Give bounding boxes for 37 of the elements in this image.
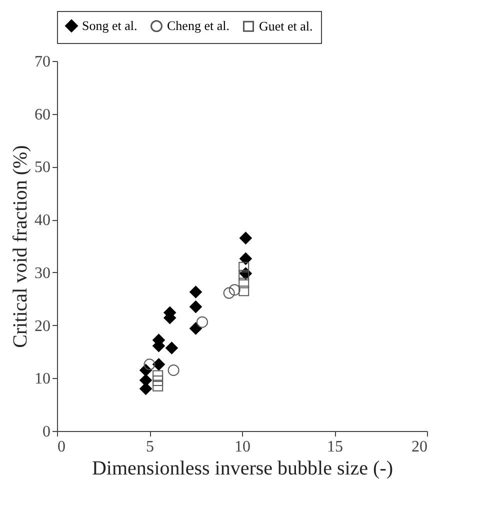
point xyxy=(196,316,208,328)
point xyxy=(152,380,164,392)
x-axis-title: Dimensionless inverse bubble size (-) xyxy=(92,458,394,480)
point xyxy=(240,252,252,265)
legend-label: Song et al. xyxy=(82,18,138,33)
y-tick-label: 60 xyxy=(34,106,50,124)
point xyxy=(190,322,202,335)
legend-label: Guet et al. xyxy=(259,18,313,34)
x-tick-label: 15 xyxy=(327,438,343,456)
y-tick-label: 30 xyxy=(34,264,50,282)
point xyxy=(223,287,235,299)
point xyxy=(240,232,252,244)
y-tick-label: 0 xyxy=(42,424,50,440)
point xyxy=(238,278,250,288)
y-tick-label: 50 xyxy=(34,159,50,176)
point xyxy=(238,262,250,272)
x-tick-label: 10 xyxy=(234,438,250,456)
point xyxy=(152,370,164,381)
point xyxy=(166,342,178,354)
point xyxy=(190,300,202,313)
point xyxy=(238,286,250,296)
y-tick-label: 10 xyxy=(34,370,50,388)
y-tick-label: 20 xyxy=(34,318,50,335)
x-tick-label: 20 xyxy=(412,438,428,456)
legend-label: Cheng et al. xyxy=(167,18,230,34)
x-tick-label: 5 xyxy=(146,438,154,456)
x-tick-label: 0 xyxy=(58,438,66,456)
point xyxy=(190,286,202,298)
y-axis-title: Critical void fraction (%) xyxy=(10,145,32,348)
point xyxy=(144,358,156,370)
y-tick-label: 70 xyxy=(34,54,50,70)
point xyxy=(228,284,240,296)
point xyxy=(238,270,250,280)
point xyxy=(152,376,164,386)
point xyxy=(152,358,165,371)
point xyxy=(168,364,180,376)
y-tick-label: 40 xyxy=(34,212,50,230)
